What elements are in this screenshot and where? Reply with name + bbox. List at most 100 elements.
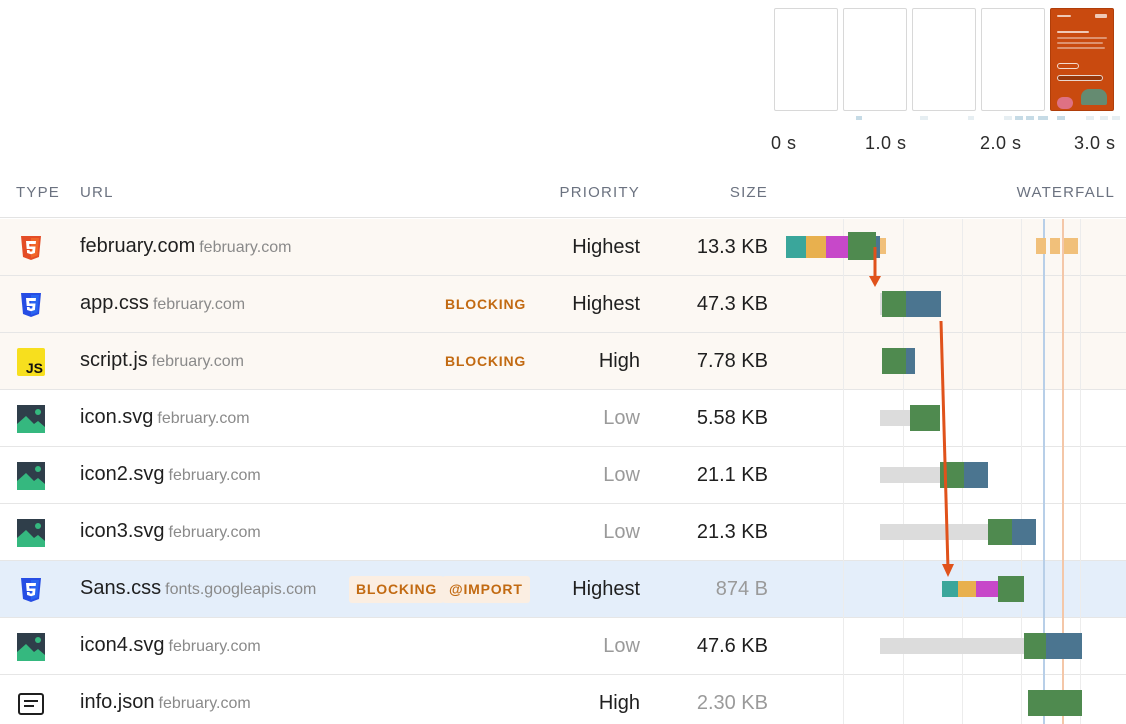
size-value: 5.58 KB [696, 407, 768, 429]
file-domain: february.com [168, 524, 261, 541]
priority-value: Low [603, 521, 640, 543]
time-label: 3.0 s [1074, 133, 1116, 153]
download-segment[interactable] [906, 348, 915, 374]
file-name[interactable]: app.css [80, 292, 149, 314]
javascript-icon: JS [17, 348, 45, 376]
file-domain: fonts.googleapis.com [165, 581, 317, 598]
size-value: 47.6 KB [696, 635, 768, 657]
image-icon [17, 405, 45, 433]
file-name[interactable]: icon3.svg [80, 520, 165, 542]
ssl-segment[interactable] [826, 236, 848, 258]
file-name[interactable]: script.js [80, 349, 148, 371]
svg-text:JS: JS [26, 360, 43, 376]
dns-segment[interactable] [786, 236, 806, 258]
download-segment[interactable] [1012, 519, 1036, 545]
html5-icon [21, 236, 41, 260]
size-value: 7.78 KB [696, 350, 768, 372]
queue-segment[interactable] [880, 638, 1024, 654]
chunk-segment[interactable] [880, 238, 886, 254]
queue-segment[interactable] [880, 467, 940, 483]
ssl-segment[interactable] [976, 581, 998, 597]
file-name[interactable]: Sans.css [80, 577, 162, 599]
chunk-segment[interactable] [1064, 238, 1078, 254]
waterfall-chart [780, 219, 1126, 724]
table-row[interactable]: icon3.svg february.com Low 21.3 KB [0, 504, 1126, 561]
connect-segment[interactable] [958, 581, 976, 597]
wait-segment[interactable] [988, 519, 1012, 545]
size-value: 874 B [715, 578, 768, 600]
filmstrip-frame[interactable] [912, 8, 976, 111]
chunk-segment[interactable] [1050, 238, 1060, 254]
queue-segment[interactable] [880, 524, 988, 540]
priority-value: Highest [572, 236, 640, 258]
wait-segment[interactable] [1024, 633, 1046, 659]
file-domain: february.com [152, 296, 246, 313]
download-segment[interactable] [906, 291, 941, 317]
wait-segment[interactable] [910, 405, 940, 431]
wait-segment[interactable] [1028, 690, 1082, 716]
file-name[interactable]: icon4.svg [80, 634, 165, 656]
dependency-arrows [869, 247, 954, 577]
queue-segment[interactable] [880, 410, 910, 426]
table-header: TYPE URL PRIORITY SIZE WATERFALL [0, 182, 1126, 218]
table-row[interactable]: app.css february.com BLOCKING Highest 47.… [0, 276, 1126, 333]
filmstrip-frame[interactable] [774, 8, 838, 111]
table-row[interactable]: icon2.svg february.com Low 21.1 KB [0, 447, 1126, 504]
file-name[interactable]: icon2.svg [80, 463, 165, 485]
column-header-priority[interactable]: PRIORITY [559, 184, 640, 201]
filmstrip-progress-ticks [770, 116, 1126, 122]
dns-segment[interactable] [942, 581, 958, 597]
size-value: 13.3 KB [696, 236, 768, 258]
css3-icon [21, 578, 41, 602]
blocking-badge: BLOCKING [349, 576, 445, 603]
size-value: 21.1 KB [696, 464, 768, 486]
image-icon [17, 519, 45, 547]
first-contentful-paint-line [1043, 219, 1045, 724]
column-header-waterfall[interactable]: WATERFALL [1016, 184, 1115, 201]
chunk-segment[interactable] [1036, 238, 1046, 254]
table-row[interactable]: info.json february.com High 2.30 KB [0, 675, 1126, 724]
table-row[interactable]: icon4.svg february.com Low 47.6 KB [0, 618, 1126, 675]
column-header-url[interactable]: URL [80, 184, 114, 201]
download-segment[interactable] [1046, 633, 1082, 659]
table-row[interactable]: JS script.js february.com BLOCKING High 7… [0, 333, 1126, 390]
priority-value: Low [603, 635, 640, 657]
column-header-type[interactable]: TYPE [16, 184, 60, 201]
table-row[interactable]: icon.svg february.com Low 5.58 KB [0, 390, 1126, 447]
css3-icon [21, 293, 41, 317]
file-domain: february.com [158, 695, 251, 712]
filmstrip-frame[interactable] [843, 8, 907, 111]
filmstrip-frame[interactable] [981, 8, 1045, 111]
wait-segment[interactable] [848, 232, 876, 260]
file-name[interactable]: icon.svg [80, 406, 154, 428]
filmstrip-frame-loaded[interactable] [1050, 8, 1114, 111]
table-row[interactable]: february.com february.com Highest 13.3 KB [0, 219, 1126, 276]
file-name[interactable]: february.com [80, 235, 196, 257]
blocking-badge: BLOCKING [445, 353, 527, 369]
table-row-selected[interactable]: Sans.css fonts.googleapis.com BLOCKING @I… [0, 561, 1126, 618]
time-label: 0 s [771, 133, 797, 153]
wait-segment[interactable] [998, 576, 1024, 602]
wait-segment[interactable] [882, 348, 906, 374]
priority-value: Highest [572, 578, 640, 600]
wait-segment[interactable] [882, 291, 906, 317]
file-domain: february.com [157, 410, 250, 427]
size-value: 2.30 KB [696, 692, 768, 714]
download-segment[interactable] [964, 462, 988, 488]
file-name[interactable]: info.json [80, 691, 155, 713]
grid-line [1080, 219, 1081, 724]
column-header-size[interactable]: SIZE [729, 184, 768, 201]
grid-line [1021, 219, 1022, 724]
time-label: 1.0 s [865, 133, 907, 153]
download-segment[interactable] [876, 236, 880, 258]
image-icon [17, 462, 45, 490]
grid-line [843, 219, 844, 724]
connect-segment[interactable] [806, 236, 826, 258]
priority-value: High [598, 692, 640, 714]
blocking-badge: BLOCKING [445, 296, 527, 312]
priority-value: Low [603, 464, 640, 486]
file-domain: february.com [168, 467, 261, 484]
priority-value: Highest [572, 293, 640, 315]
size-value: 21.3 KB [696, 521, 768, 543]
json-file-icon [18, 693, 44, 715]
